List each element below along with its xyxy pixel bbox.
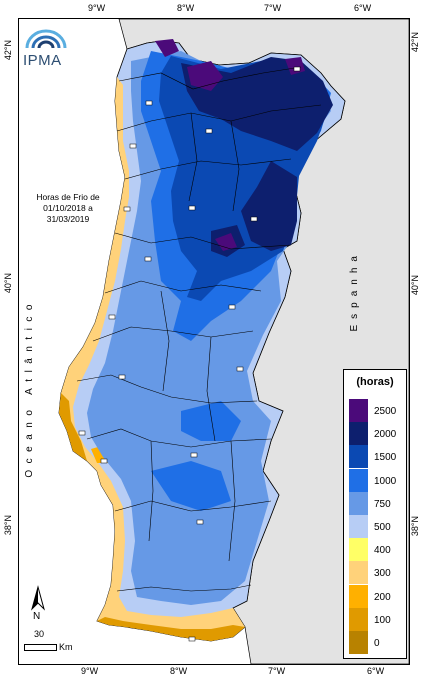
station-marker — [108, 314, 116, 320]
legend-title: (horas) — [356, 376, 394, 388]
station-marker — [196, 519, 204, 525]
legend-item: 750 — [349, 491, 405, 515]
map-frame — [18, 18, 410, 665]
station-marker — [250, 216, 258, 222]
legend-item: 100 — [349, 607, 405, 631]
lat-tick-left: 40°N — [3, 273, 13, 294]
legend-label: 1000 — [374, 475, 397, 487]
legend-swatch — [349, 422, 368, 446]
lon-tick-bottom: 6°W — [367, 666, 385, 676]
scale-bar — [24, 644, 57, 651]
lat-tick-left: 38°N — [3, 515, 13, 536]
station-marker — [188, 205, 196, 211]
lat-tick-right: 42°N — [410, 32, 420, 53]
district-borders — [76, 66, 322, 592]
zone-2000 — [181, 57, 333, 257]
legend-swatch — [349, 561, 368, 585]
legend: (horas) 2500 2000 1500 1000 750 500 400 300 200 1… — [343, 369, 407, 659]
legend-label: 2500 — [374, 406, 397, 417]
legend-swatch — [349, 538, 368, 562]
legend-item: 1500 — [349, 445, 405, 469]
legend-swatch — [349, 631, 368, 654]
legend-swatch — [349, 491, 368, 515]
legend-item: 300 — [349, 561, 405, 585]
legend-label: 400 — [374, 545, 391, 557]
station-marker — [129, 143, 137, 149]
legend-swatch — [349, 607, 368, 631]
ipma-logo-icon — [25, 29, 67, 49]
station-marker — [78, 430, 86, 436]
legend-label: 2000 — [374, 429, 397, 441]
map-title: Horas de Frio de 01/10/2018 a 31/03/2019 — [36, 192, 100, 224]
station-marker — [100, 458, 108, 464]
legend-label: 1500 — [374, 452, 397, 464]
lon-tick-bottom: 8°W — [170, 666, 188, 676]
legend-swatch — [349, 399, 368, 422]
lon-tick-bottom: 7°W — [268, 666, 286, 676]
zone-2500 — [155, 39, 305, 251]
station-marker — [236, 366, 244, 372]
station-marker — [228, 304, 236, 310]
legend-item: 1000 — [349, 468, 405, 492]
legend-label: 300 — [374, 568, 391, 580]
legend-item: 400 — [349, 538, 405, 562]
lon-tick-top: 7°W — [264, 3, 282, 13]
station-marker — [190, 452, 198, 458]
legend-item: 200 — [349, 584, 405, 608]
legend-swatch — [349, 584, 368, 608]
lat-tick-right: 38°N — [410, 516, 420, 537]
station-marker — [205, 128, 213, 134]
legend-label: 100 — [374, 614, 391, 626]
legend-item: 500 — [349, 515, 405, 538]
station-marker — [188, 636, 196, 642]
station-marker — [123, 206, 131, 212]
lon-tick-top: 6°W — [354, 3, 372, 13]
legend-item: 2500 — [349, 399, 405, 422]
lat-tick-left: 42°N — [3, 40, 13, 61]
scale-unit: Km — [59, 642, 73, 652]
station-marker — [118, 374, 126, 380]
spain-label: Espanha — [349, 250, 360, 332]
legend-swatch — [349, 515, 368, 538]
north-arrow-icon — [31, 585, 45, 611]
station-markers — [78, 66, 301, 642]
lat-tick-right: 40°N — [410, 275, 420, 296]
legend-label: 750 — [374, 498, 391, 510]
map-canvas — [58, 19, 409, 664]
legend-item: 0 — [349, 631, 405, 654]
ocean-label: Oceano Atlântico — [24, 298, 35, 478]
logo-text: IPMA — [23, 52, 62, 69]
station-marker — [144, 256, 152, 262]
legend-label: 0 — [374, 638, 380, 649]
scale-value: 30 — [34, 629, 45, 639]
station-marker — [293, 66, 301, 72]
legend-swatch — [349, 445, 368, 469]
station-marker — [145, 100, 153, 106]
legend-swatch — [349, 468, 368, 492]
lon-tick-bottom: 9°W — [81, 666, 99, 676]
lon-tick-top: 8°W — [177, 3, 195, 13]
lon-tick-top: 9°W — [88, 3, 106, 13]
legend-item: 2000 — [349, 422, 405, 446]
north-label: N — [33, 611, 41, 622]
legend-label: 500 — [374, 522, 391, 533]
legend-label: 200 — [374, 591, 391, 603]
